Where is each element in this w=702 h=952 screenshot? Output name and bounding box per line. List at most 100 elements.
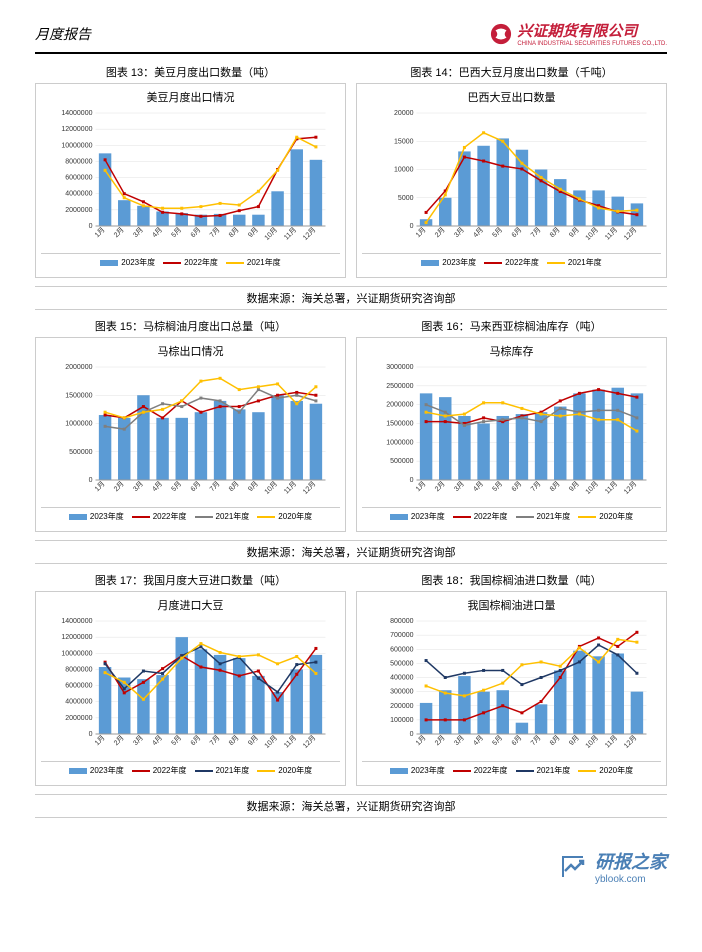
company-name-cn: 兴证期货有限公司 xyxy=(517,20,667,41)
svg-text:0: 0 xyxy=(89,731,93,738)
legend-item: 2020年度 xyxy=(257,765,312,776)
chart-label: 图表 13：美豆月度出口数量（吨） xyxy=(35,64,346,80)
company-logo-icon xyxy=(490,23,512,45)
svg-text:10000: 10000 xyxy=(394,167,414,174)
svg-text:6月: 6月 xyxy=(189,226,202,239)
chart-box: 马棕出口情况 05000001000000150000020000001月2月3… xyxy=(35,337,346,532)
svg-text:4月: 4月 xyxy=(151,480,164,493)
svg-text:12000000: 12000000 xyxy=(61,126,92,133)
legend-item: 2021年度 xyxy=(516,765,571,776)
legend-item: 2021年度 xyxy=(547,257,602,268)
chart-label: 图表 17：我国月度大豆进口数量（吨） xyxy=(35,572,346,588)
svg-text:1月: 1月 xyxy=(93,734,106,747)
svg-text:6月: 6月 xyxy=(510,226,523,239)
legend-item: 2022年度 xyxy=(453,511,508,522)
chart-title: 美豆月度出口情况 xyxy=(41,89,340,105)
svg-text:0: 0 xyxy=(410,477,414,484)
svg-text:1月: 1月 xyxy=(93,480,106,493)
svg-text:2月: 2月 xyxy=(112,226,125,239)
svg-text:6月: 6月 xyxy=(189,734,202,747)
legend-item: 2021年度 xyxy=(226,257,281,268)
legend-item: 2020年度 xyxy=(578,511,633,522)
svg-text:5月: 5月 xyxy=(170,734,183,747)
svg-text:4月: 4月 xyxy=(151,226,164,239)
svg-text:8月: 8月 xyxy=(548,480,561,493)
svg-text:4000000: 4000000 xyxy=(65,191,92,198)
svg-text:200000: 200000 xyxy=(390,703,413,710)
svg-text:5月: 5月 xyxy=(170,480,183,493)
svg-text:12月: 12月 xyxy=(622,480,638,496)
chart-box: 我国棕榈油进口量 0100000200000300000400000500000… xyxy=(356,591,667,786)
svg-text:9月: 9月 xyxy=(567,480,580,493)
svg-text:12000000: 12000000 xyxy=(61,634,92,641)
svg-text:0: 0 xyxy=(89,223,93,230)
svg-text:14000000: 14000000 xyxy=(61,618,92,625)
svg-text:8月: 8月 xyxy=(548,226,561,239)
svg-text:800000: 800000 xyxy=(390,618,413,625)
svg-text:2500000: 2500000 xyxy=(386,383,413,390)
svg-text:15000: 15000 xyxy=(394,138,414,145)
svg-text:10000000: 10000000 xyxy=(61,142,92,149)
chart-title: 马棕出口情况 xyxy=(41,343,340,359)
svg-text:2月: 2月 xyxy=(433,734,446,747)
svg-text:7月: 7月 xyxy=(529,480,542,493)
legend-item: 2023年度 xyxy=(390,511,445,522)
svg-text:12月: 12月 xyxy=(622,734,638,750)
legend-item: 2022年度 xyxy=(453,765,508,776)
svg-text:8000000: 8000000 xyxy=(65,158,92,165)
svg-text:9月: 9月 xyxy=(567,734,580,747)
legend-label: 2022年度 xyxy=(153,765,187,776)
legend-item: 2022年度 xyxy=(132,765,187,776)
chart-title: 马棕库存 xyxy=(362,343,661,359)
svg-text:1月: 1月 xyxy=(414,734,427,747)
svg-text:6000000: 6000000 xyxy=(65,683,92,690)
legend-label: 2022年度 xyxy=(505,257,539,268)
svg-text:11月: 11月 xyxy=(282,226,298,242)
legend-item: 2022年度 xyxy=(163,257,218,268)
legend-label: 2022年度 xyxy=(474,511,508,522)
svg-text:5月: 5月 xyxy=(491,480,504,493)
legend-label: 2021年度 xyxy=(247,257,281,268)
footer-domain: yblook.com xyxy=(595,874,667,885)
legend-item: 2023年度 xyxy=(421,257,476,268)
svg-text:1500000: 1500000 xyxy=(386,421,413,428)
svg-text:10月: 10月 xyxy=(263,734,279,750)
legend-item: 2023年度 xyxy=(69,511,124,522)
chart-legend: 2023年度2022年度2021年度2020年度 xyxy=(41,507,340,522)
legend-label: 2021年度 xyxy=(537,765,571,776)
svg-text:12月: 12月 xyxy=(301,734,317,750)
chart-box: 马棕库存 05000001000000150000020000002500000… xyxy=(356,337,667,532)
chart-box: 月度进口大豆 020000004000000600000080000001000… xyxy=(35,591,346,786)
svg-text:12月: 12月 xyxy=(301,226,317,242)
svg-text:2月: 2月 xyxy=(433,480,446,493)
svg-text:7月: 7月 xyxy=(208,734,221,747)
chart-label: 图表 18：我国棕榈油进口数量（吨） xyxy=(356,572,667,588)
legend-label: 2023年度 xyxy=(411,511,445,522)
svg-text:8月: 8月 xyxy=(227,734,240,747)
legend-label: 2023年度 xyxy=(442,257,476,268)
page-header: 月度报告 兴证期货有限公司 CHINA INDUSTRIAL SECURITIE… xyxy=(35,20,667,54)
svg-text:2月: 2月 xyxy=(433,226,446,239)
chart-title: 巴西大豆出口数量 xyxy=(362,89,661,105)
svg-text:3月: 3月 xyxy=(131,734,144,747)
svg-text:10月: 10月 xyxy=(263,226,279,242)
legend-item: 2023年度 xyxy=(100,257,155,268)
legend-label: 2020年度 xyxy=(599,765,633,776)
svg-text:500000: 500000 xyxy=(69,449,92,456)
svg-text:9月: 9月 xyxy=(246,480,259,493)
svg-text:4月: 4月 xyxy=(151,734,164,747)
svg-text:10月: 10月 xyxy=(584,480,600,496)
svg-text:3月: 3月 xyxy=(131,480,144,493)
svg-text:2000000: 2000000 xyxy=(65,207,92,214)
chart-cell-c16: 图表 16：马来西亚棕榈油库存（吨） 马棕库存 0500000100000015… xyxy=(356,318,667,532)
svg-text:2000000: 2000000 xyxy=(65,715,92,722)
svg-text:7月: 7月 xyxy=(208,226,221,239)
svg-text:9月: 9月 xyxy=(246,226,259,239)
svg-text:11月: 11月 xyxy=(603,226,619,242)
svg-text:6月: 6月 xyxy=(189,480,202,493)
svg-text:700000: 700000 xyxy=(390,632,413,639)
chart-svg: 0200000040000006000000800000010000000120… xyxy=(41,108,340,248)
legend-item: 2022年度 xyxy=(484,257,539,268)
svg-text:7月: 7月 xyxy=(529,226,542,239)
svg-text:11月: 11月 xyxy=(603,734,619,750)
